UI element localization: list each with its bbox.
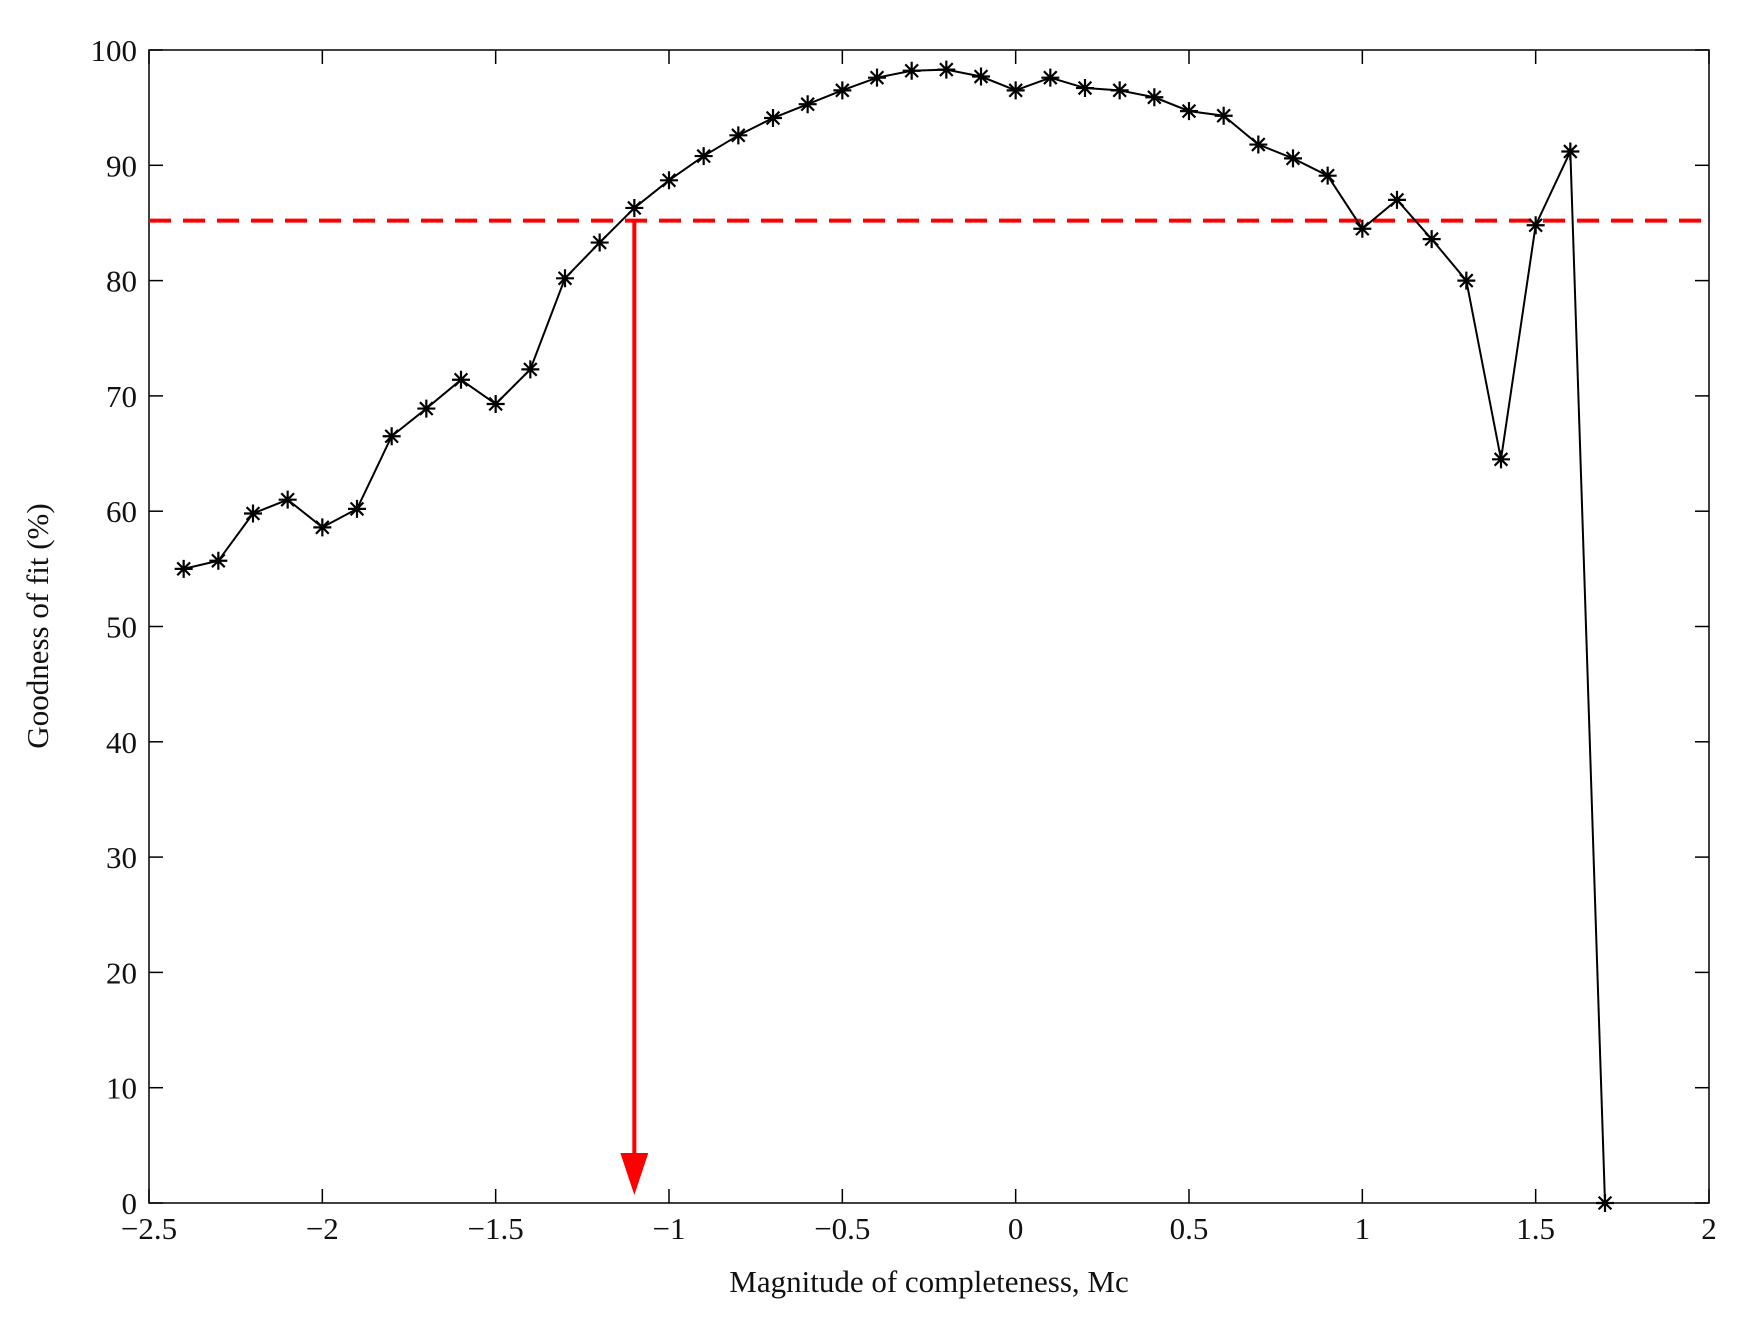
marker — [417, 399, 436, 418]
y-tick-label: 80 — [106, 264, 137, 299]
y-tick-label: 30 — [106, 840, 137, 875]
marker — [1284, 149, 1302, 168]
marker — [972, 67, 990, 86]
x-tick-label: −1.5 — [468, 1211, 524, 1246]
marker — [1526, 216, 1545, 235]
marker — [1318, 166, 1337, 185]
marker — [729, 126, 748, 145]
marker — [1596, 1194, 1614, 1212]
y-axis-label: Goodness of fit (%) — [20, 503, 55, 748]
marker — [833, 81, 852, 100]
x-tick-label: 2 — [1701, 1211, 1717, 1246]
marker — [348, 499, 366, 518]
y-tick-label: 70 — [106, 379, 137, 414]
y-tick-label: 50 — [106, 610, 137, 645]
x-tick-label: 0 — [1008, 1211, 1024, 1246]
marker — [764, 109, 782, 128]
x-tick-label: 0.5 — [1170, 1211, 1209, 1246]
marker — [382, 427, 401, 446]
marker — [937, 60, 956, 79]
y-tick-label: 90 — [106, 148, 137, 183]
marker — [278, 490, 297, 509]
marker — [1457, 271, 1476, 290]
x-tick-label: −1 — [653, 1211, 686, 1246]
plot-frame — [148, 49, 1710, 1204]
marker — [1110, 81, 1129, 100]
data-line — [183, 68, 1606, 1204]
y-tick-label: 20 — [106, 955, 137, 990]
marker — [209, 551, 228, 570]
marker — [313, 518, 332, 537]
marker — [1214, 106, 1233, 125]
x-tick-label: 1 — [1355, 1211, 1371, 1246]
marker — [1353, 219, 1372, 238]
y-tick-label: 60 — [106, 494, 137, 529]
y-tick-label: 100 — [91, 33, 138, 68]
marker — [244, 504, 262, 523]
y-tick-label: 0 — [122, 1186, 138, 1221]
marker — [1180, 102, 1198, 121]
marker — [625, 198, 644, 217]
marker — [556, 269, 574, 288]
marker — [694, 147, 713, 166]
y-tick-label: 40 — [106, 725, 137, 760]
x-tick-label: −2 — [306, 1211, 339, 1246]
marker — [868, 68, 886, 87]
marker — [798, 95, 817, 114]
marker — [1249, 135, 1268, 154]
marker — [660, 171, 678, 190]
marker — [1145, 88, 1164, 107]
marker — [521, 360, 540, 379]
marker — [1041, 68, 1060, 87]
marker — [1492, 450, 1510, 469]
marker — [590, 233, 609, 252]
marker — [1076, 79, 1094, 98]
marker — [486, 394, 505, 413]
x-tick-label: −2.5 — [121, 1211, 177, 1246]
marker — [1388, 190, 1406, 209]
marker — [1006, 81, 1025, 100]
marker — [452, 370, 470, 389]
marker — [1422, 230, 1441, 249]
y-tick-label: 10 — [106, 1071, 137, 1106]
marker — [902, 61, 921, 80]
marker — [1561, 142, 1580, 161]
x-axis-label: Magnitude of completeness, Mc — [729, 1264, 1128, 1299]
x-tick-label: 1.5 — [1516, 1211, 1555, 1246]
marker — [174, 559, 193, 578]
arrow-head — [620, 1153, 649, 1195]
x-tick-label: −0.5 — [814, 1211, 870, 1246]
